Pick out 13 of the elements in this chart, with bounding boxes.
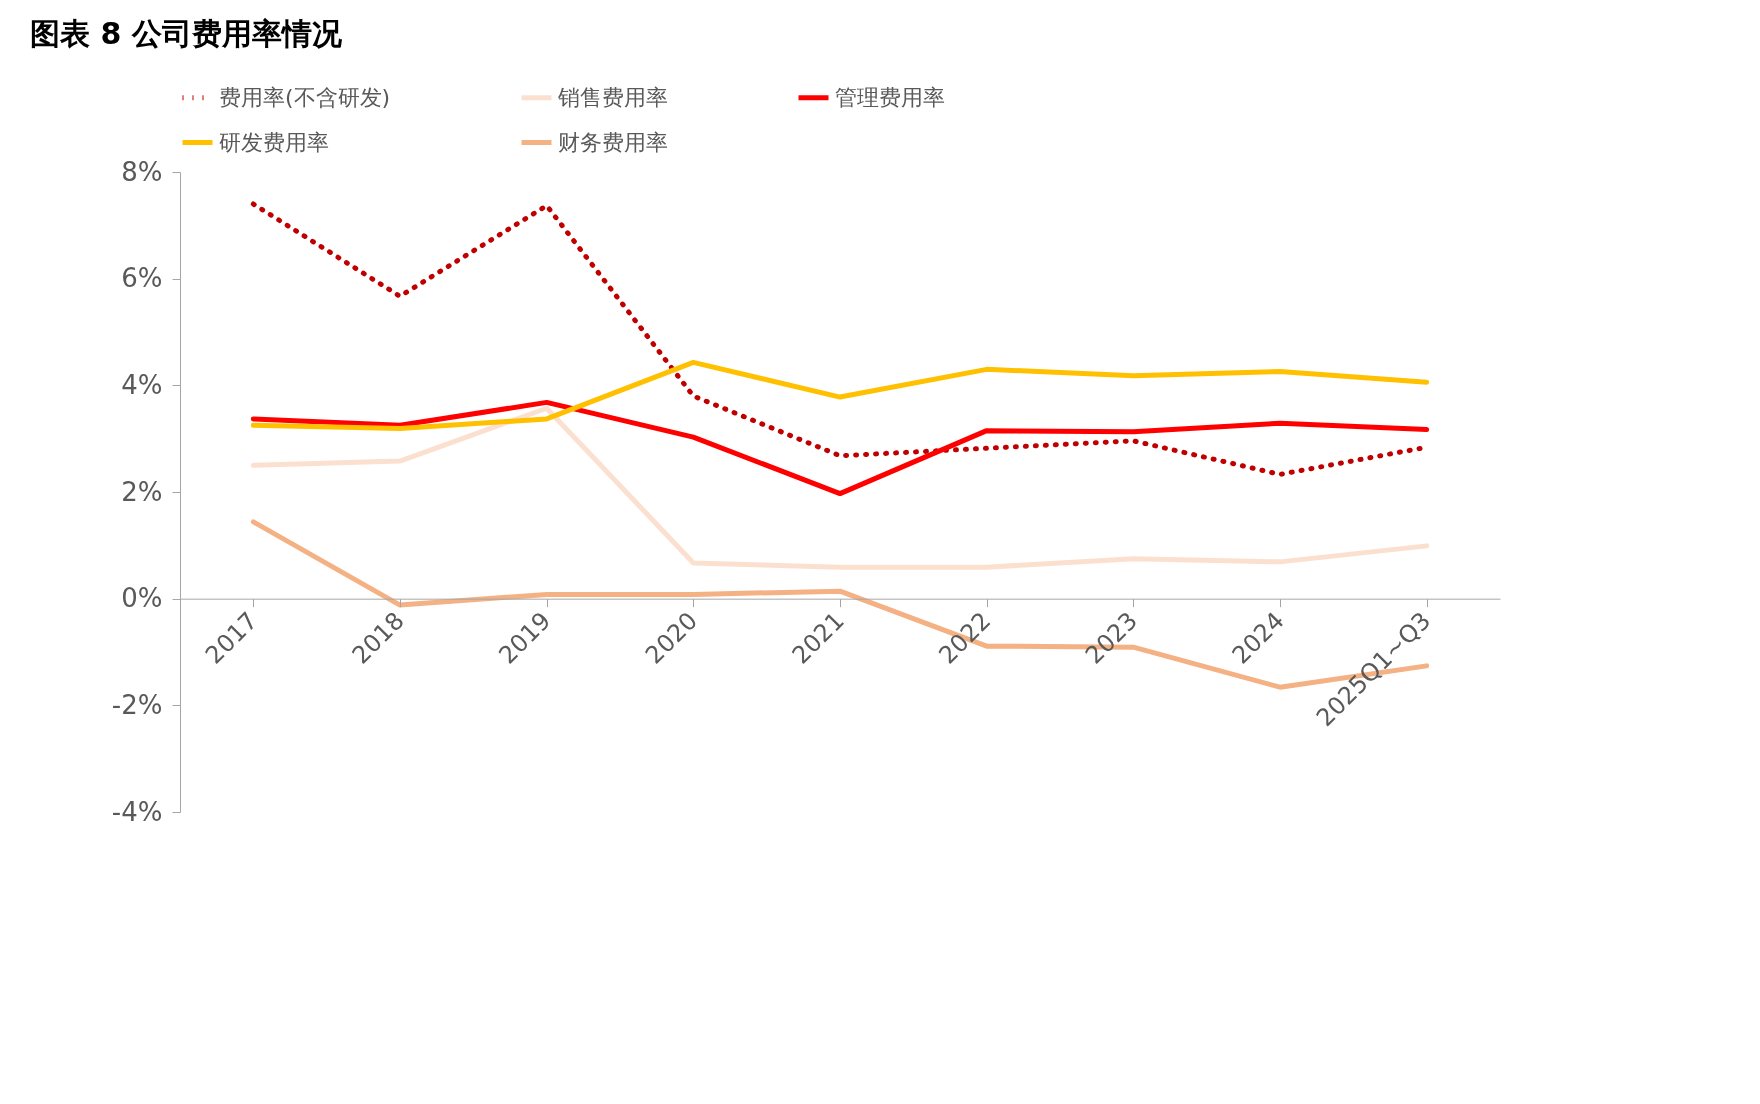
y-tick-label: 6%: [121, 263, 163, 294]
y-tick-label: 0%: [121, 583, 163, 614]
chart-title: 图表 8 公司费用率情况: [30, 16, 343, 51]
legend-label: 财务费用率: [558, 129, 668, 155]
legend-label: 研发费用率: [219, 129, 329, 155]
legend-label: 费用率(不含研发): [219, 84, 391, 110]
legend-label: 管理费用率: [835, 84, 945, 110]
y-tick-label: 2%: [121, 476, 163, 507]
y-tick-label: -2%: [111, 689, 163, 720]
legend-label: 销售费用率: [557, 84, 668, 110]
y-tick-label: 8%: [121, 156, 163, 187]
y-tick-label: -4%: [111, 796, 163, 827]
y-tick-label: 4%: [121, 369, 163, 400]
